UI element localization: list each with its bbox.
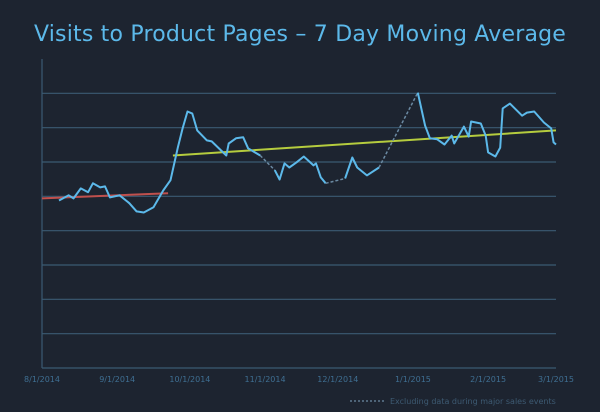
series-line-segment — [273, 155, 327, 184]
x-tick-label: 11/1/2014 — [245, 375, 286, 384]
dashed-series-segment — [325, 177, 346, 185]
chart-title: Visits to Product Pages – 7 Day Moving A… — [33, 22, 567, 47]
x-tick-label: 3/1/2015 — [538, 375, 574, 384]
x-tick-label: 2/1/2015 — [470, 375, 506, 384]
legend-label: Excluding data during major sales events — [390, 397, 556, 406]
x-tick-label: 8/1/2014 — [24, 375, 60, 384]
series-line-segment — [344, 156, 380, 179]
dashed-series-segment — [378, 92, 419, 168]
x-tick-label: 9/1/2014 — [99, 375, 135, 384]
x-tick-label: 1/1/2015 — [395, 375, 431, 384]
dashed-series-segment — [259, 154, 276, 171]
trend-line — [172, 129, 557, 157]
series-line-segment — [416, 92, 557, 158]
x-tick-label: 12/1/2014 — [317, 375, 358, 384]
series-line-segment — [58, 110, 261, 214]
x-tick-label: 10/1/2014 — [169, 375, 210, 384]
